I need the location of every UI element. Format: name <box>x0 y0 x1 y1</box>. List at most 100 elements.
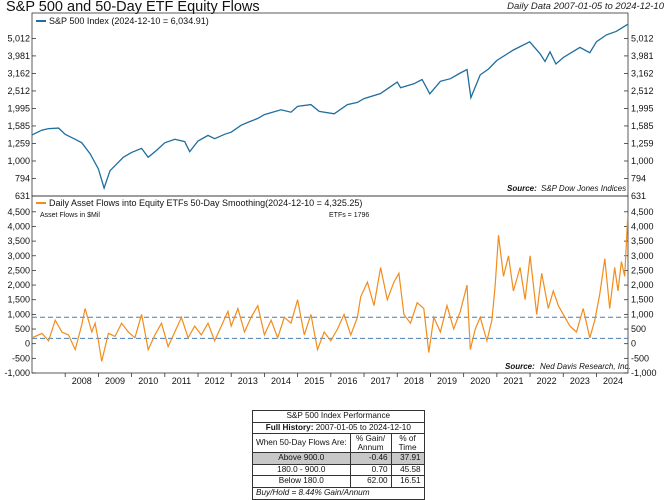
y-tick-label: -1,000 <box>4 368 30 378</box>
top-legend-label: S&P 500 Index (2024-12-10 = 6,034.91) <box>49 16 209 26</box>
y-tick-label: 5,012 <box>7 33 30 43</box>
full-history-range: 2007-01-05 to 2024-12-10 <box>315 422 411 432</box>
y-tick-label: -1,000 <box>631 368 657 378</box>
y-tick-label: 631 <box>15 191 30 201</box>
x-tick-label: 2021 <box>503 376 523 386</box>
row-label: Below 180.0 <box>252 475 351 488</box>
row-label: Above 900.0 <box>252 452 351 465</box>
x-tick-label: 2013 <box>238 376 258 386</box>
chart-subtitle: Daily Data 2007-01-05 to 2024-12-10 <box>507 1 664 12</box>
y-tick-label: 3,500 <box>7 236 30 246</box>
x-tick-label: 2012 <box>205 376 225 386</box>
top-y-axis: 5,012 5,012 3,981 3,981 3,162 3,162 2,512 2,512… <box>7 33 653 201</box>
y-tick-label: 1,995 <box>631 103 654 113</box>
row-gain: -0.46 <box>349 452 392 465</box>
y-tick-label: 4,000 <box>7 221 30 231</box>
y-tick-label: 500 <box>15 324 30 334</box>
y-tick-label: 5,012 <box>631 33 654 43</box>
y-tick-label: 3,162 <box>7 68 30 78</box>
y-tick-label: 3,500 <box>631 236 654 246</box>
full-history-label: Full History: <box>265 422 314 432</box>
table-title: S&P 500 Index Performance <box>252 410 425 423</box>
row-label: 180.0 - 900.0 <box>252 463 351 477</box>
x-tick-label: 2016 <box>337 376 357 386</box>
etf-flows-series-line <box>31 216 629 362</box>
y-tick-label: 2,000 <box>631 280 654 290</box>
y-tick-label: 3,162 <box>631 68 654 78</box>
row-time: 16.51 <box>390 475 425 488</box>
etf-count-label: ETFs = 1796 <box>329 212 369 219</box>
y-tick-label: 4,000 <box>631 221 654 231</box>
row-time: 37.91 <box>390 452 425 465</box>
top-source-label: Source: <box>507 184 537 193</box>
x-tick-label: 2011 <box>172 376 191 386</box>
y-tick-label: 1,259 <box>7 138 30 148</box>
x-tick-label: 2019 <box>437 376 457 386</box>
y-tick-label: 1,585 <box>631 121 654 131</box>
col-header-time: % of Time <box>390 433 425 454</box>
y-tick-label: 794 <box>631 174 646 184</box>
sp500-series-line <box>31 23 629 191</box>
top-source-name: S&P Dow Jones Indices <box>541 184 626 193</box>
table-row: 180.0 - 900.0 0.70 45.58 <box>252 463 425 477</box>
x-tick-label: 2017 <box>371 376 391 386</box>
y-tick-label: 3,981 <box>631 51 654 61</box>
y-tick-label: 2,500 <box>631 265 654 275</box>
chart-title: S&P 500 and 50-Day ETF Equity Flows <box>6 0 260 15</box>
bottom-legend-label: Daily Asset Flows into Equity ETFs 50-Da… <box>49 198 362 208</box>
x-tick-label: 2020 <box>470 376 490 386</box>
row-gain: 62.00 <box>349 475 392 488</box>
y-tick-label: 1,000 <box>7 156 30 166</box>
table-row: Above 900.0 -0.46 37.91 <box>252 452 425 465</box>
top-panel-frame <box>31 12 629 197</box>
y-tick-label: 3,000 <box>7 251 30 261</box>
y-tick-label: 1,585 <box>7 121 30 131</box>
y-tick-label: 500 <box>631 324 646 334</box>
x-tick-label: 2023 <box>570 376 590 386</box>
row-time: 45.58 <box>390 463 425 477</box>
y-tick-label: 2,512 <box>631 86 654 96</box>
y-tick-label: 1,500 <box>631 295 654 305</box>
x-tick-label: 2024 <box>603 376 623 386</box>
x-axis: 2008 2009 2010 2011 2012 2013 2014 2015 2016 2017… <box>64 373 623 386</box>
x-tick-label: 2022 <box>537 376 557 386</box>
col-header-flows: When 50-Day Flows Are: <box>252 433 351 454</box>
y-tick-label: 0 <box>25 339 30 349</box>
col-header-gain: % Gain/ Annum <box>349 433 392 454</box>
y-tick-label: 1,000 <box>631 156 654 166</box>
table-row: Below 180.0 62.00 16.51 <box>252 475 425 488</box>
y-tick-label: 1,995 <box>7 103 30 113</box>
bottom-y-axis: 4,500 4,500 4,000 4,000 3,500 3,500 3,000 3,000… <box>4 207 656 378</box>
y-tick-label: 3,000 <box>631 251 654 261</box>
y-tick-label: 794 <box>15 174 30 184</box>
y-tick-label: 4,500 <box>7 207 30 217</box>
y-tick-label: 1,000 <box>7 309 30 319</box>
y-tick-label: 3,981 <box>7 51 30 61</box>
table-footer: Buy/Hold = 8.44% Gain/Annum <box>252 486 425 500</box>
units-label: Asset Flows in $Mil <box>40 212 100 219</box>
y-tick-label: 1,500 <box>7 295 30 305</box>
y-tick-label: 631 <box>631 191 646 201</box>
performance-table: S&P 500 Index Performance Full History: … <box>252 410 425 500</box>
x-tick-label: 2008 <box>72 376 92 386</box>
x-tick-label: 2014 <box>271 376 291 386</box>
row-gain: 0.70 <box>349 463 392 477</box>
x-tick-label: 2010 <box>138 376 158 386</box>
y-tick-label: 1,259 <box>631 138 654 148</box>
bottom-source-label: Source: <box>505 362 535 371</box>
y-tick-label: 0 <box>631 339 636 349</box>
x-tick-label: 2015 <box>304 376 324 386</box>
bottom-panel-frame <box>31 195 629 374</box>
y-tick-label: 2,000 <box>7 280 30 290</box>
y-tick-label: 1,000 <box>631 309 654 319</box>
y-tick-label: 2,500 <box>7 265 30 275</box>
x-tick-label: 2018 <box>404 376 424 386</box>
y-tick-label: -500 <box>12 353 30 363</box>
y-tick-label: 4,500 <box>631 207 654 217</box>
table-full-history: Full History: 2007-01-05 to 2024-12-10 <box>252 421 425 435</box>
bottom-source-name: Ned Davis Research, Inc. <box>540 362 631 371</box>
chart-canvas: 5,012 5,012 3,981 3,981 3,162 3,162 2,512 2,512… <box>4 12 657 386</box>
x-tick-label: 2009 <box>105 376 125 386</box>
y-tick-label: -500 <box>631 353 649 363</box>
y-tick-label: 2,512 <box>7 86 30 96</box>
